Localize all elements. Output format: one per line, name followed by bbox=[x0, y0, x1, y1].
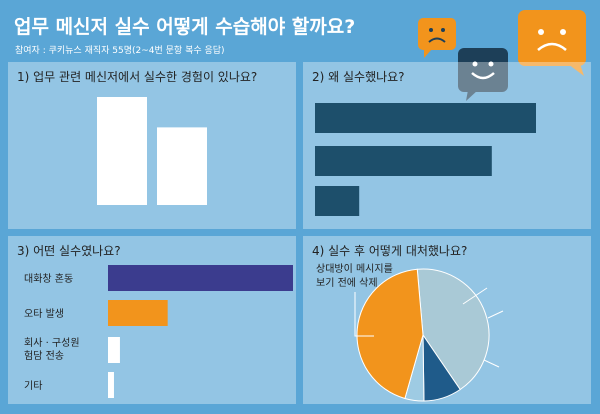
chart3-title: 3) 어떤 실수였나요? bbox=[17, 244, 121, 258]
sad-face-bubble-icon bbox=[518, 10, 586, 76]
chart2-bar bbox=[315, 186, 360, 216]
chart2-bar bbox=[315, 103, 536, 133]
chart3-category-label: 기타 bbox=[24, 380, 42, 392]
chart4-slice bbox=[356, 268, 424, 400]
chart4-title: 4) 실수 후 어떻게 대처했나요? bbox=[312, 244, 467, 258]
sad-face-bubble-icon bbox=[418, 18, 456, 58]
chart4-leader-line bbox=[483, 359, 500, 368]
chart1-bar bbox=[157, 127, 207, 205]
chart2-title: 2) 왜 실수했나요? bbox=[312, 70, 405, 84]
chart3-bar bbox=[108, 372, 114, 398]
chart1-title: 1) 업무 관련 메신저에서 실수한 경험이 있나요? bbox=[17, 70, 257, 84]
panel-q1 bbox=[8, 62, 296, 229]
chart3-category-label: 대화창 혼동 bbox=[24, 272, 73, 285]
chart4-leader-line bbox=[462, 287, 488, 305]
chart3-category-label: 오타 발생 bbox=[24, 308, 64, 320]
chart3-bar bbox=[108, 337, 120, 363]
page-title: 업무 메신저 실수 어떻게 수습해야 할까요? bbox=[14, 15, 355, 38]
chart4-pie: 상대방이 메시지를 보기 전에 삭제 bbox=[316, 263, 504, 402]
page-subtitle: 참여자 : 쿠키뉴스 재직자 55명(2~4번 문항 복수 응답) bbox=[15, 44, 225, 56]
chart3-bar bbox=[108, 265, 293, 291]
chart4-leader-line bbox=[487, 310, 504, 319]
chart2-bars bbox=[315, 103, 536, 216]
chart4-category-label: 상대방이 메시지를 보기 전에 삭제 bbox=[316, 263, 393, 289]
chart1-bar bbox=[97, 97, 147, 205]
chart3-category-label: 회사 · 구성원 험담 전송 bbox=[24, 337, 80, 362]
chart2-bar bbox=[315, 146, 492, 176]
chart3-bar bbox=[108, 300, 168, 326]
chart4-leader-line bbox=[354, 292, 374, 337]
smile-face-bubble-icon bbox=[458, 48, 508, 101]
chart1-bars bbox=[97, 97, 207, 205]
